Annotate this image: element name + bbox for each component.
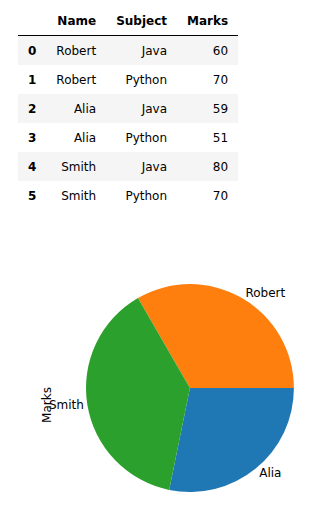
html-text:Python: Python xyxy=(125,72,167,87)
html-text:Java: Java xyxy=(141,43,167,58)
html-text:70: 70 xyxy=(212,188,229,203)
html-text:0: 0 xyxy=(28,43,37,58)
html-text:59: 59 xyxy=(212,101,229,116)
html-text:2: 2 xyxy=(28,101,37,116)
html-text:Alia: Alia xyxy=(73,101,97,116)
html-text:3: 3 xyxy=(28,130,37,145)
html-text:80: 80 xyxy=(212,159,229,174)
svg-text:Robert: Robert xyxy=(245,286,285,300)
html-text:Python: Python xyxy=(125,130,167,145)
html-text:Smith: Smith xyxy=(61,159,97,174)
svg-text:Alia: Alia xyxy=(259,466,281,480)
html-text:5: 5 xyxy=(28,188,37,203)
html-text:60: 60 xyxy=(212,43,229,58)
html-text:Python: Python xyxy=(125,188,167,203)
html-text:Name: Name xyxy=(57,13,97,28)
svg-text:Smith: Smith xyxy=(49,398,84,412)
html-text:Java: Java xyxy=(141,159,167,174)
html-text:Marks: Marks xyxy=(187,13,229,28)
html-text:70: 70 xyxy=(212,72,229,87)
html-text:Robert: Robert xyxy=(56,72,97,87)
html-text:Alia: Alia xyxy=(73,130,97,145)
html-text:Smith: Smith xyxy=(61,188,97,203)
html-text:Subject: Subject xyxy=(116,13,167,28)
html-text:1: 1 xyxy=(28,72,37,87)
svg-text:Marks: Marks xyxy=(40,387,54,423)
html-text:51: 51 xyxy=(212,130,229,145)
html-text:Java: Java xyxy=(141,101,167,116)
html-text:4: 4 xyxy=(28,159,37,174)
html-text:Robert: Robert xyxy=(56,43,97,58)
